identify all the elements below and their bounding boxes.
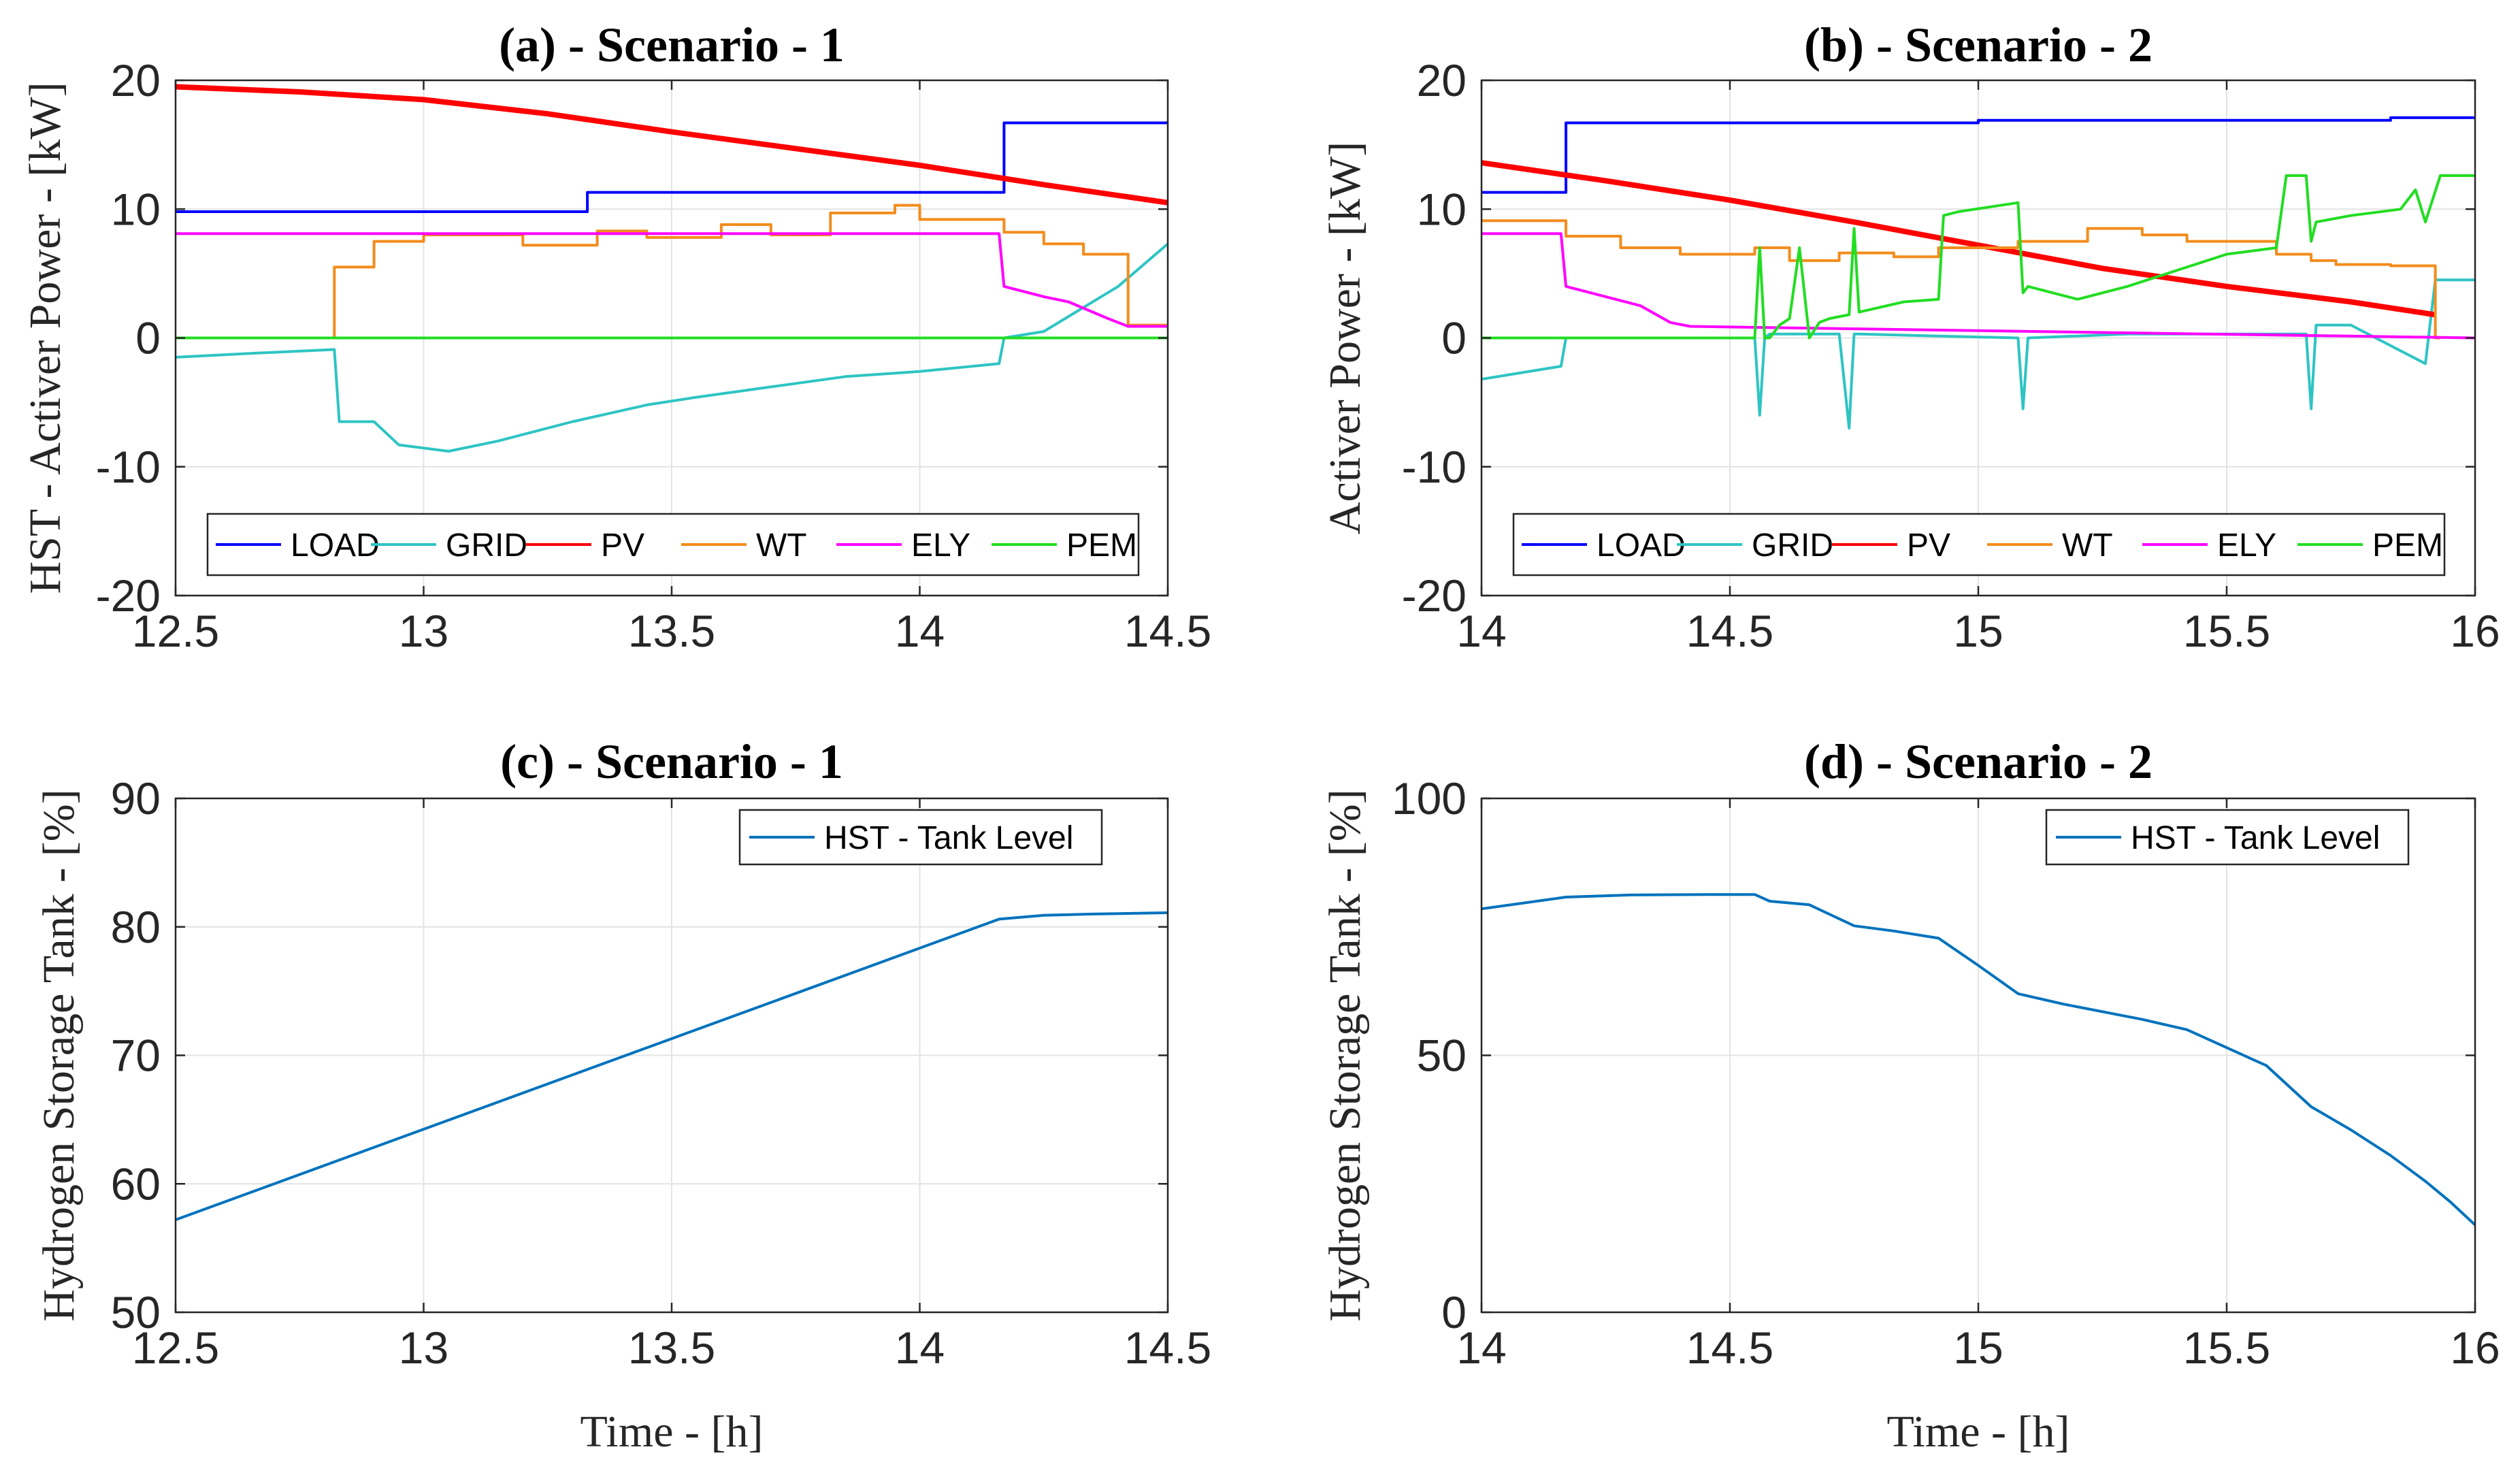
- panel-c: 12.5 13 13.5 14 14.5 50 60 70 80 90 (c) - Scenario…: [34, 734, 1211, 1457]
- x-tick-label-b-4: 16: [2450, 606, 2500, 656]
- y-tick-label-b-0: -20: [1402, 570, 1467, 621]
- x-tick-label-b-0: 14: [1456, 606, 1506, 656]
- y-tick-label-a-3: 10: [111, 184, 161, 234]
- y-tick-label-b-1: -10: [1402, 442, 1467, 492]
- x-tick-label-a-3: 14: [895, 606, 945, 656]
- legend-d: HST - Tank Level: [2045, 809, 2410, 866]
- x-tick-label-c-4: 14.5: [1124, 1322, 1211, 1373]
- chart-title-c: (c) - Scenario - 1: [500, 734, 843, 789]
- legend-a: LOAD GRID PV WT ELY PEM: [206, 513, 1140, 577]
- y-tick-label-c-2: 70: [111, 1030, 161, 1081]
- y-tick-label-d-2: 100: [1392, 773, 1467, 824]
- series-group-c: [176, 911, 1168, 1221]
- x-tick-label-a-2: 13.5: [628, 606, 715, 656]
- y-tick-label-a-1: -10: [96, 442, 161, 492]
- chart-title-d: (d) - Scenario - 2: [1804, 734, 2153, 789]
- series-line-load-a: [176, 121, 1168, 213]
- x-tick-label-d-0: 14: [1456, 1322, 1506, 1373]
- legend-label-grid-b: GRID: [1752, 528, 1833, 564]
- series-line-pv-b: [1482, 160, 2436, 318]
- panel-b: 14 14.5 15 15.5 16 -20 -10 0 10 20 (b) - Scenario …: [1320, 18, 2500, 656]
- series-line-grid-b: [1482, 278, 2475, 429]
- y-tick-label-b-2: 0: [1441, 313, 1467, 363]
- legend-label-pem-a: PEM: [1066, 528, 1137, 564]
- legend-label-load-a: LOAD: [291, 528, 380, 564]
- legend-c: HST - Tank Level: [738, 809, 1103, 866]
- x-tick-label-d-4: 16: [2450, 1322, 2500, 1373]
- y-tick-label-a-2: 0: [135, 313, 161, 363]
- y-tick-label-b-4: 20: [1417, 55, 1467, 106]
- y-tick-label-c-0: 50: [111, 1287, 161, 1337]
- legend-label-pem-b: PEM: [2372, 528, 2443, 564]
- series-group-d: [1482, 893, 2475, 1227]
- series-line-load-b: [1482, 116, 2475, 194]
- legend-label-pv-a: PV: [601, 528, 644, 564]
- x-tick-label-c-0: 12.5: [132, 1322, 219, 1373]
- series-line-pem-b: [1482, 174, 2475, 340]
- y-axis-label-c: Hydrogen Storage Tank - [%]: [34, 789, 84, 1321]
- series-line-ely-a: [176, 232, 1168, 328]
- legend-label-ely-b: ELY: [2217, 528, 2276, 564]
- y-tick-label-a-0: -20: [96, 570, 161, 621]
- y-axis-label-d: Hydrogen Storage Tank - [%]: [1320, 789, 1370, 1321]
- y-tick-label-d-1: 50: [1417, 1030, 1467, 1081]
- series-line-hst-tank-level-d: [1482, 893, 2475, 1227]
- y-tick-label-a-4: 20: [111, 55, 161, 106]
- x-axis-label-c: Time - [h]: [580, 1407, 764, 1457]
- legend-label-ely-a: ELY: [911, 528, 970, 564]
- y-tick-label-b-3: 10: [1417, 184, 1467, 234]
- legend-box-b: [1512, 513, 2446, 577]
- x-tick-label-a-1: 13: [399, 606, 448, 656]
- y-tick-label-d-0: 0: [1441, 1287, 1467, 1337]
- x-tick-label-d-2: 15: [1953, 1322, 2003, 1373]
- legend-label-hst-tank-level-d: HST - Tank Level: [2131, 820, 2380, 856]
- y-axis-label-b: Activer Power - [kW]: [1320, 142, 1370, 534]
- y-tick-label-c-4: 90: [111, 773, 161, 824]
- legend-label-load-b: LOAD: [1597, 528, 1686, 564]
- legend-label-wt-a: WT: [756, 528, 807, 564]
- y-tick-label-c-3: 80: [111, 902, 161, 952]
- legend-label-wt-b: WT: [2062, 528, 2113, 564]
- series-line-pv-a: [176, 84, 1168, 206]
- legend-label-pv-b: PV: [1907, 528, 1950, 564]
- x-tick-label-c-1: 13: [399, 1322, 448, 1373]
- legend-label-grid-a: GRID: [446, 528, 527, 564]
- x-tick-label-c-3: 14: [895, 1322, 945, 1373]
- x-tick-label-b-1: 14.5: [1686, 606, 1773, 656]
- series-line-wt-b: [1482, 219, 2440, 340]
- x-tick-label-b-2: 15: [1953, 606, 2003, 656]
- x-tick-label-c-2: 13.5: [628, 1322, 715, 1373]
- series-group-a: [176, 84, 1168, 453]
- panel-d: 14 14.5 15 15.5 16 0 50 100 (d) - Scenario - 2 Hy…: [1320, 734, 2500, 1457]
- x-tick-label-a-4: 14.5: [1124, 606, 1211, 656]
- x-axis-label-d: Time - [h]: [1887, 1407, 2070, 1457]
- x-tick-label-d-1: 14.5: [1686, 1322, 1773, 1373]
- x-tick-label-b-3: 15.5: [2183, 606, 2270, 656]
- legend-label-hst-tank-level-c: HST - Tank Level: [824, 820, 1073, 856]
- legend-b: LOAD GRID PV WT ELY PEM: [1512, 513, 2446, 577]
- series-line-ely-b: [1482, 232, 2475, 340]
- series-line-wt-a: [176, 204, 1168, 340]
- legend-box-a: [206, 513, 1140, 577]
- y-tick-label-c-1: 60: [111, 1158, 161, 1209]
- series-line-hst-tank-level-c: [176, 911, 1168, 1221]
- x-tick-label-d-3: 15.5: [2183, 1322, 2270, 1373]
- chart-title-a: (a) - Scenario - 1: [499, 18, 845, 72]
- x-tick-label-a-0: 12.5: [132, 606, 219, 656]
- chart-title-b: (b) - Scenario - 2: [1804, 18, 2153, 72]
- y-axis-label-a: HST - Activer Power - [kW]: [20, 82, 70, 594]
- panel-a: 12.5 13 13.5 14 14.5 -20 -10 0 10 20 (a) - Scenari…: [20, 18, 1211, 656]
- series-group-b: [1482, 116, 2475, 429]
